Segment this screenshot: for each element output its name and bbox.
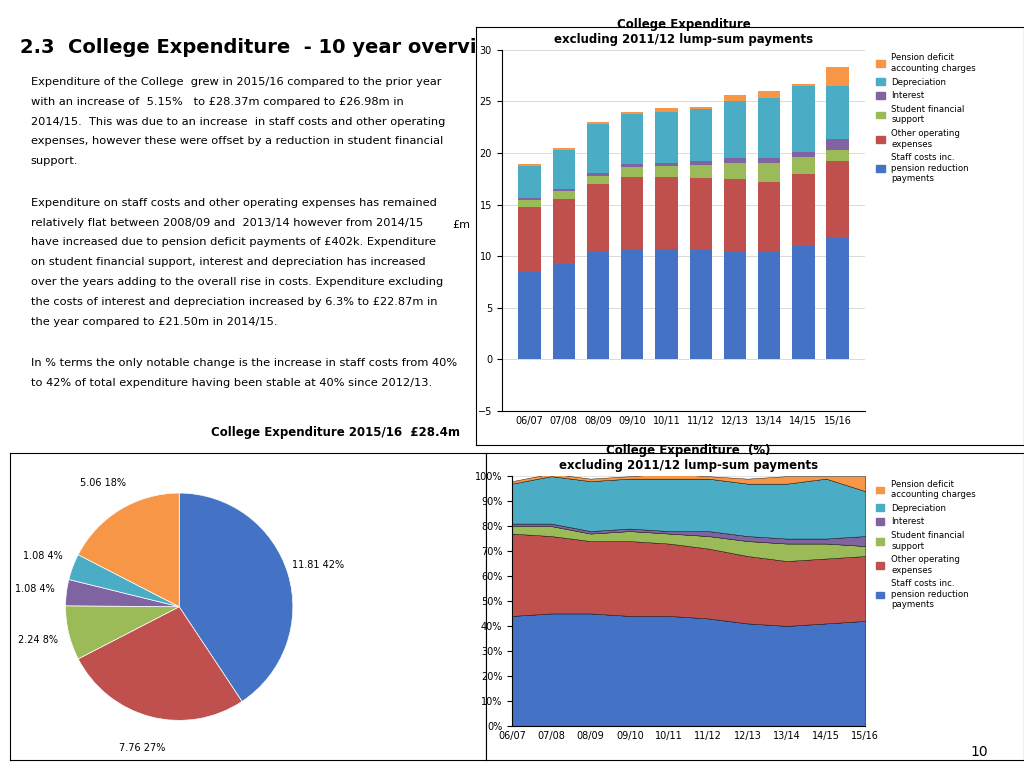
- Bar: [724, 179, 746, 251]
- Bar: [655, 112, 678, 164]
- Bar: [655, 177, 678, 249]
- Bar: [793, 246, 814, 359]
- Text: 2014/15.  This was due to an increase  in staff costs and other operating: 2014/15. This was due to an increase in …: [31, 117, 445, 127]
- Text: 5.06 18%: 5.06 18%: [81, 478, 126, 488]
- Bar: [621, 112, 643, 114]
- Bar: [724, 158, 746, 164]
- Bar: [518, 272, 541, 359]
- Bar: [518, 200, 541, 207]
- Bar: [655, 167, 678, 177]
- Bar: [587, 124, 609, 173]
- Bar: [553, 264, 574, 359]
- Text: the year compared to £21.50m in 2014/15.: the year compared to £21.50m in 2014/15.: [31, 317, 278, 327]
- Text: expenses, however these were offset by a reduction in student financial: expenses, however these were offset by a…: [31, 137, 443, 147]
- Bar: [553, 150, 574, 189]
- Bar: [689, 250, 712, 359]
- Bar: [587, 184, 609, 252]
- Bar: [518, 167, 541, 198]
- Bar: [655, 249, 678, 359]
- Text: have increased due to pension deficit payments of £402k. Expenditure: have increased due to pension deficit pa…: [31, 237, 436, 247]
- Bar: [518, 207, 541, 272]
- Bar: [724, 164, 746, 179]
- Bar: [587, 173, 609, 176]
- Bar: [758, 251, 780, 359]
- Title: College Expenditure  (%)
excluding 2011/12 lump-sum payments: College Expenditure (%) excluding 2011/1…: [559, 444, 818, 472]
- Text: In % terms the only notable change is the increase in staff costs from 40%: In % terms the only notable change is th…: [31, 359, 457, 369]
- Bar: [793, 84, 814, 86]
- Text: 1.08 4%: 1.08 4%: [15, 584, 54, 594]
- Wedge shape: [179, 493, 293, 701]
- Bar: [587, 122, 609, 124]
- Wedge shape: [69, 554, 179, 607]
- Bar: [758, 91, 780, 98]
- Bar: [621, 167, 643, 177]
- Bar: [621, 114, 643, 164]
- Wedge shape: [66, 606, 179, 659]
- Legend: Pension deficit
accounting charges, Depreciation, Interest, Student financial
su: Pension deficit accounting charges, Depr…: [872, 50, 980, 187]
- Y-axis label: £m: £m: [452, 220, 470, 230]
- Text: relatively flat between 2008/09 and  2013/14 however from 2014/15: relatively flat between 2008/09 and 2013…: [31, 217, 423, 227]
- Bar: [724, 101, 746, 158]
- Bar: [758, 164, 780, 182]
- Bar: [553, 191, 574, 200]
- Bar: [826, 150, 849, 161]
- Wedge shape: [66, 580, 179, 607]
- Title: College Expenditure
excluding 2011/12 lump-sum payments: College Expenditure excluding 2011/12 lu…: [554, 18, 813, 46]
- Bar: [826, 68, 849, 86]
- Text: to 42% of total expenditure having been stable at 40% since 2012/13.: to 42% of total expenditure having been …: [31, 378, 432, 388]
- Bar: [553, 148, 574, 150]
- Bar: [689, 109, 712, 161]
- Bar: [553, 200, 574, 264]
- Bar: [689, 161, 712, 165]
- Text: 7.76 27%: 7.76 27%: [120, 743, 166, 753]
- Bar: [621, 177, 643, 250]
- Text: 2.24 8%: 2.24 8%: [17, 635, 57, 645]
- Bar: [655, 164, 678, 167]
- Bar: [793, 174, 814, 246]
- Bar: [758, 158, 780, 164]
- Title: College Expenditure 2015/16  £28.4m: College Expenditure 2015/16 £28.4m: [211, 426, 460, 439]
- Bar: [793, 152, 814, 157]
- Bar: [758, 182, 780, 251]
- Bar: [826, 161, 849, 237]
- Text: on student financial support, interest and depreciation has increased: on student financial support, interest a…: [31, 257, 425, 267]
- Bar: [689, 107, 712, 109]
- Wedge shape: [78, 607, 242, 720]
- Text: 11.81 42%: 11.81 42%: [293, 560, 344, 570]
- Text: the costs of interest and depreciation increased by 6.3% to £22.87m in: the costs of interest and depreciation i…: [31, 297, 437, 307]
- Bar: [826, 86, 849, 138]
- Wedge shape: [78, 493, 179, 607]
- Bar: [553, 189, 574, 191]
- Text: 1.08 4%: 1.08 4%: [24, 551, 62, 561]
- Bar: [793, 157, 814, 174]
- Bar: [793, 86, 814, 152]
- Text: Expenditure of the College  grew in 2015/16 compared to the prior year: Expenditure of the College grew in 2015/…: [31, 77, 441, 87]
- Bar: [518, 198, 541, 200]
- Bar: [621, 250, 643, 359]
- Text: 2.3  College Expenditure  - 10 year overview: 2.3 College Expenditure - 10 year overvi…: [20, 38, 508, 57]
- Text: 10: 10: [971, 745, 988, 759]
- Bar: [518, 164, 541, 167]
- Bar: [758, 98, 780, 158]
- Legend: Staff costs inc. pension
reduction payments, Pension deficit accounting
charges,: Staff costs inc. pension reduction payme…: [620, 488, 763, 601]
- Bar: [587, 176, 609, 184]
- Text: over the years adding to the overall rise in costs. Expenditure excluding: over the years adding to the overall ris…: [31, 277, 443, 287]
- Bar: [724, 95, 746, 101]
- Bar: [621, 164, 643, 167]
- Text: Expenditure on staff costs and other operating expenses has remained: Expenditure on staff costs and other ope…: [31, 197, 436, 207]
- Bar: [587, 252, 609, 359]
- Legend: Pension deficit
accounting charges, Depreciation, Interest, Student financial
su: Pension deficit accounting charges, Depr…: [872, 476, 980, 613]
- Text: support.: support.: [31, 156, 78, 166]
- Bar: [655, 108, 678, 112]
- Bar: [689, 165, 712, 178]
- Bar: [826, 138, 849, 150]
- Text: with an increase of  5.15%   to £28.37m compared to £26.98m in: with an increase of 5.15% to £28.37m com…: [31, 97, 403, 107]
- Bar: [724, 251, 746, 359]
- Bar: [689, 178, 712, 250]
- Bar: [826, 237, 849, 359]
